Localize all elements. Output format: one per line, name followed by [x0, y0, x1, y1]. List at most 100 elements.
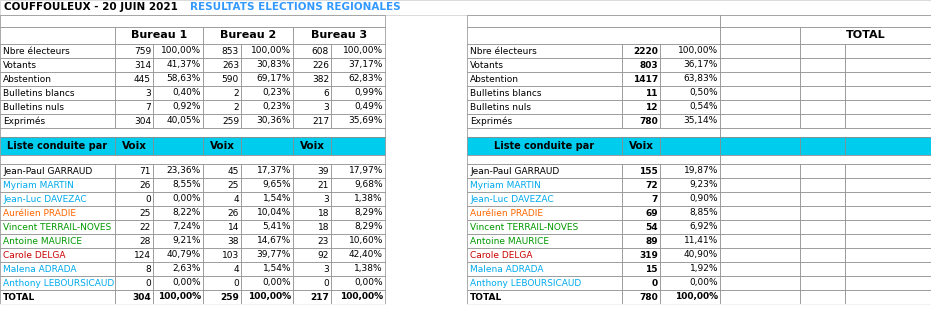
- Bar: [467, 100, 622, 114]
- Text: 0,00%: 0,00%: [689, 278, 718, 287]
- Bar: [800, 234, 845, 248]
- Bar: [660, 220, 720, 234]
- Bar: [241, 276, 293, 290]
- Text: 54: 54: [645, 222, 658, 231]
- Bar: [153, 178, 203, 192]
- Bar: [0, 137, 115, 155]
- Bar: [0, 27, 115, 44]
- Text: 263: 263: [222, 60, 239, 69]
- Bar: [467, 137, 622, 155]
- Text: 0,99%: 0,99%: [355, 89, 383, 98]
- Text: 0,54%: 0,54%: [690, 102, 718, 111]
- Bar: [203, 220, 241, 234]
- Text: 259: 259: [220, 292, 239, 301]
- Bar: [800, 206, 845, 220]
- Bar: [0, 262, 115, 276]
- Text: 100,00%: 100,00%: [161, 46, 201, 55]
- Text: Voix: Voix: [300, 141, 325, 151]
- Text: 0,00%: 0,00%: [172, 195, 201, 204]
- Text: 0: 0: [145, 278, 151, 287]
- Text: 217: 217: [312, 116, 329, 125]
- Bar: [293, 27, 385, 44]
- Bar: [203, 114, 241, 128]
- Bar: [660, 44, 720, 58]
- Text: Bulletins nuls: Bulletins nuls: [3, 102, 64, 111]
- Text: Aurélien PRADIE: Aurélien PRADIE: [3, 209, 76, 218]
- Text: Votants: Votants: [470, 60, 504, 69]
- Bar: [720, 58, 800, 72]
- Text: 45: 45: [227, 166, 239, 175]
- Bar: [660, 178, 720, 192]
- Text: 14,67%: 14,67%: [257, 236, 291, 245]
- Bar: [845, 72, 931, 86]
- Bar: [660, 58, 720, 72]
- Bar: [720, 178, 800, 192]
- Bar: [800, 27, 931, 44]
- Text: COUFFOULEUX - 20 JUIN 2021: COUFFOULEUX - 20 JUIN 2021: [4, 3, 178, 12]
- Bar: [720, 220, 800, 234]
- Bar: [845, 44, 931, 58]
- Text: Exprimés: Exprimés: [470, 116, 512, 126]
- Bar: [467, 178, 622, 192]
- Bar: [467, 234, 622, 248]
- Bar: [153, 192, 203, 206]
- Text: 382: 382: [312, 75, 329, 84]
- Bar: [241, 137, 293, 155]
- Bar: [622, 137, 660, 155]
- Bar: [203, 206, 241, 220]
- Bar: [241, 178, 293, 192]
- Bar: [115, 276, 153, 290]
- Bar: [153, 262, 203, 276]
- Text: 0: 0: [323, 278, 329, 287]
- Text: 4: 4: [234, 265, 239, 274]
- Bar: [241, 262, 293, 276]
- Bar: [153, 234, 203, 248]
- Bar: [331, 72, 385, 86]
- Text: 7: 7: [652, 195, 658, 204]
- Text: TOTAL: TOTAL: [845, 30, 885, 41]
- Text: 3: 3: [145, 89, 151, 98]
- Bar: [800, 100, 845, 114]
- Text: 8,55%: 8,55%: [172, 180, 201, 189]
- Bar: [331, 178, 385, 192]
- Bar: [720, 137, 800, 155]
- Bar: [467, 15, 720, 27]
- Bar: [467, 290, 622, 304]
- Bar: [845, 262, 931, 276]
- Text: 10,04%: 10,04%: [257, 209, 291, 218]
- Bar: [622, 220, 660, 234]
- Text: 0: 0: [652, 278, 658, 287]
- Text: 319: 319: [639, 251, 658, 260]
- Bar: [0, 248, 115, 262]
- Text: Bulletins nuls: Bulletins nuls: [470, 102, 531, 111]
- Bar: [115, 86, 153, 100]
- Text: Carole DELGA: Carole DELGA: [3, 251, 65, 260]
- Text: 41,37%: 41,37%: [167, 60, 201, 69]
- Bar: [845, 206, 931, 220]
- Text: 9,68%: 9,68%: [355, 180, 383, 189]
- Bar: [622, 114, 660, 128]
- Bar: [0, 155, 385, 164]
- Text: 69,17%: 69,17%: [257, 75, 291, 84]
- Bar: [153, 206, 203, 220]
- Text: 314: 314: [134, 60, 151, 69]
- Text: 40,90%: 40,90%: [683, 251, 718, 260]
- Bar: [0, 290, 115, 304]
- Text: 0,00%: 0,00%: [355, 278, 383, 287]
- Bar: [0, 164, 115, 178]
- Text: 30,83%: 30,83%: [257, 60, 291, 69]
- Text: Bureau 1: Bureau 1: [131, 30, 187, 41]
- Text: Anthony LEBOURSICAUD: Anthony LEBOURSICAUD: [470, 278, 581, 287]
- Text: TOTAL: TOTAL: [470, 292, 502, 301]
- Text: 100,00%: 100,00%: [678, 46, 718, 55]
- Text: 1,54%: 1,54%: [263, 195, 291, 204]
- Bar: [720, 262, 800, 276]
- Bar: [241, 58, 293, 72]
- Text: 6,92%: 6,92%: [690, 222, 718, 231]
- Text: 38: 38: [227, 236, 239, 245]
- Bar: [241, 192, 293, 206]
- Text: 8,29%: 8,29%: [355, 222, 383, 231]
- Bar: [203, 276, 241, 290]
- Bar: [153, 164, 203, 178]
- Text: 36,17%: 36,17%: [683, 60, 718, 69]
